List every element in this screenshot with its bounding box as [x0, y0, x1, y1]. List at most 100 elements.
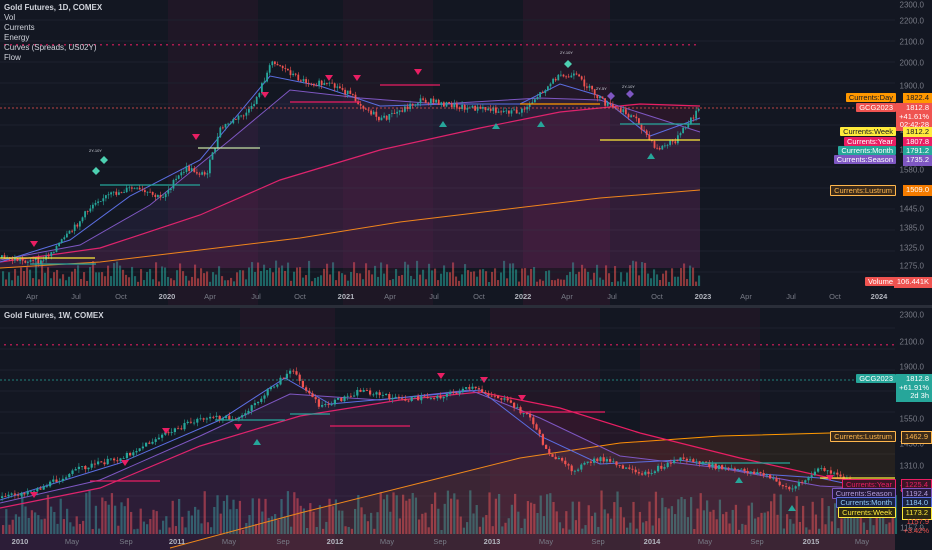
candle-body: [271, 61, 274, 66]
volume-bar: [242, 529, 245, 534]
weekly-chart-title[interactable]: Gold Futures, 1W, COMEX: [4, 311, 104, 320]
weekly-time-axis[interactable]: 2010 May Sep 2011 May Sep 2012 May Sep 2013 May Sep…: [0, 537, 900, 550]
candle-body: [523, 108, 526, 110]
candle-body: [125, 452, 128, 459]
tag-currents-season: Currents:Season: [833, 155, 896, 164]
indicator-flow[interactable]: Flow: [4, 53, 21, 62]
daily-chart-plot[interactable]: [0, 0, 932, 305]
candle-body: [154, 194, 157, 197]
candle-body: [27, 261, 29, 263]
volume-bar: [117, 525, 120, 534]
candle-body: [164, 432, 167, 435]
candle-body: [73, 224, 76, 232]
candle-body: [115, 191, 118, 195]
volume-bar: [309, 503, 312, 534]
candle-body: [68, 473, 71, 478]
volume-bar: [116, 261, 119, 286]
candle-body: [297, 74, 300, 81]
volume-bar: [344, 274, 347, 286]
candle-body: [596, 458, 599, 462]
flow-dot: [598, 344, 600, 346]
volume-bar: [434, 268, 437, 286]
pane-divider[interactable]: [0, 305, 932, 308]
candle-body: [1, 496, 4, 498]
candle-body: [385, 115, 388, 120]
flow-dot: [640, 44, 642, 46]
flow-dot: [178, 344, 180, 346]
daily-chart-pane[interactable]: Gold Futures, 1D, COMEX Vol Currents Ene…: [0, 0, 932, 305]
flow-dot: [658, 344, 660, 346]
candle-body: [424, 99, 427, 103]
flow-dot: [880, 344, 882, 346]
candle-body: [17, 494, 20, 496]
candle-body: [619, 108, 622, 113]
weekly-price-axis-tick: 1430.0: [899, 439, 924, 449]
weekly-chart-pane[interactable]: Gold Futures, 1W, COMEX 2300.0 2100.0 1900…: [0, 308, 932, 550]
volume-bar: [572, 262, 575, 286]
volume-value: 106.441K: [893, 277, 932, 288]
indicator-vol[interactable]: Vol: [4, 13, 16, 22]
candle-body: [422, 98, 424, 100]
candle-body: [136, 187, 138, 189]
volume-bar: [712, 509, 715, 534]
volume-bar: [191, 276, 194, 286]
volume-bar: [488, 492, 491, 534]
indicator-curves[interactable]: Curves (Spreads, US02Y): [4, 43, 97, 52]
candle-body: [81, 217, 84, 222]
volume-bar: [440, 529, 443, 534]
daily-chart-title[interactable]: Gold Futures, 1D, COMEX: [4, 3, 103, 12]
volume-bar: [446, 272, 449, 286]
candle-body: [381, 394, 384, 396]
candle-body: [797, 481, 800, 487]
candle-body: [175, 178, 177, 181]
candle-body: [443, 102, 445, 107]
volume-bar: [389, 280, 392, 286]
candle-body: [167, 432, 170, 434]
volume-bar: [686, 279, 689, 286]
candle-body: [211, 152, 214, 160]
flow-dot: [736, 344, 738, 346]
volume-bar: [862, 522, 866, 534]
candle-body: [778, 481, 781, 486]
daily-price-axis-tick: 1385.0: [899, 223, 924, 233]
candle-body: [276, 64, 279, 66]
indicator-currents[interactable]: Currents: [4, 23, 35, 32]
volume-bar: [125, 274, 128, 286]
candle-body: [529, 413, 532, 418]
volume-bar: [610, 518, 613, 534]
flow-dot: [94, 44, 96, 46]
candle-body: [484, 107, 487, 111]
candle-body: [698, 461, 701, 464]
candle-body: [682, 457, 685, 459]
volume-bar: [392, 492, 395, 534]
flow-dot: [688, 44, 690, 46]
weekly-price-change: +61.91%: [899, 382, 929, 392]
volume-bar: [56, 523, 59, 534]
volume-bar: [581, 264, 584, 286]
candle-body: [463, 104, 466, 110]
flow-dot: [760, 344, 762, 346]
volume-bar: [616, 491, 619, 534]
candle-body: [606, 102, 609, 106]
volume-bar: [174, 526, 178, 534]
flow-dot: [340, 344, 342, 346]
candle-body: [159, 195, 162, 198]
volume-bar: [155, 262, 158, 286]
candle-body: [76, 224, 79, 227]
tag-currents-day: Currents:Day: [845, 93, 896, 102]
volume-bar: [555, 511, 558, 534]
weekly-chart-plot[interactable]: [0, 308, 932, 550]
candle-body: [39, 488, 42, 490]
volume-bar: [632, 260, 635, 286]
flow-dot: [280, 44, 282, 46]
candle-body: [440, 102, 443, 105]
volume-bar: [523, 518, 526, 534]
flow-dot: [310, 344, 312, 346]
candle-body: [526, 106, 528, 110]
flow-dot: [352, 344, 354, 346]
flow-dot: [214, 44, 216, 46]
candle-body: [562, 74, 565, 77]
indicator-energy[interactable]: Energy: [4, 33, 30, 42]
signal-up-triangle: [647, 153, 655, 159]
daily-time-axis[interactable]: Apr Jul Oct 2020 Apr Jul Oct 2021 Apr Jul Oct 2022 A…: [0, 292, 900, 305]
